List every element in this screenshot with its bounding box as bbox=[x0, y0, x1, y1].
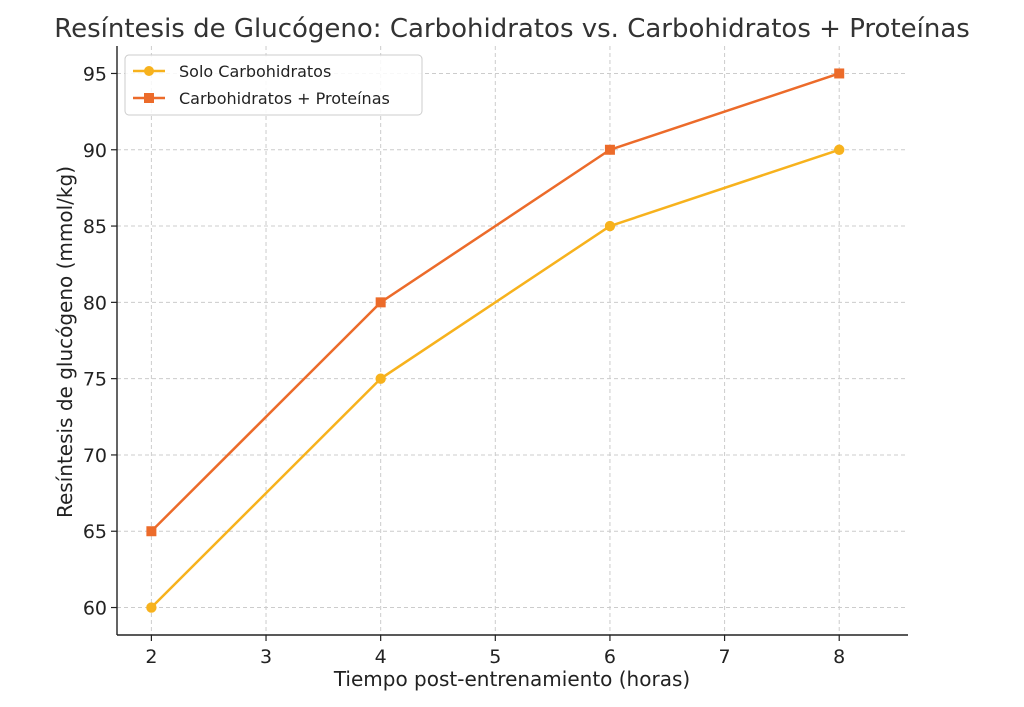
series-line-2 bbox=[150, 72, 840, 533]
x-tick-label: 7 bbox=[719, 646, 731, 668]
legend-label-1: Solo Carbohidratos bbox=[179, 62, 331, 81]
axes: 2 3 4 5 6 7 8 60 65 70 75 80 85 90 95 bbox=[83, 46, 908, 668]
y-tick-label: 90 bbox=[83, 140, 107, 162]
data-point-circle bbox=[604, 220, 616, 232]
y-tick-label: 65 bbox=[83, 521, 107, 543]
data-point-square bbox=[604, 144, 615, 155]
x-tick-label: 5 bbox=[489, 646, 501, 668]
y-tick-label: 95 bbox=[83, 63, 107, 85]
legend-marker-circle bbox=[144, 66, 154, 76]
data-point-square bbox=[146, 526, 157, 537]
x-axis-label: Tiempo post-entrenamiento (horas) bbox=[333, 667, 690, 691]
data-point-square bbox=[834, 68, 845, 79]
series-layer bbox=[146, 68, 845, 613]
data-point-circle bbox=[375, 373, 386, 384]
legend: Solo Carbohidratos Carbohidratos + Proteí… bbox=[124, 54, 423, 116]
grid bbox=[117, 46, 908, 635]
data-point-circle bbox=[146, 602, 157, 613]
data-point-circle bbox=[834, 144, 845, 155]
y-tick-label: 70 bbox=[83, 445, 107, 467]
data-point-square bbox=[375, 297, 386, 308]
y-axis-label: Resíntesis de glucógeno (mmol/kg) bbox=[53, 166, 77, 518]
x-tick-label: 3 bbox=[260, 646, 272, 668]
chart-title: Resíntesis de Glucógeno: Carbohidratos v… bbox=[54, 14, 970, 44]
legend-marker-square bbox=[144, 93, 154, 103]
x-tick-label: 4 bbox=[375, 646, 387, 668]
y-tick-label: 75 bbox=[83, 369, 107, 391]
legend-label-2: Carbohidratos + Proteínas bbox=[179, 89, 390, 108]
x-tick-label: 2 bbox=[145, 646, 157, 668]
y-tick-label: 60 bbox=[83, 598, 107, 620]
legend-box bbox=[124, 54, 423, 116]
x-tick-label: 6 bbox=[604, 646, 616, 668]
y-tick-label: 80 bbox=[83, 292, 107, 314]
series-line-1 bbox=[150, 148, 840, 609]
y-tick-label: 85 bbox=[83, 216, 107, 238]
x-tick-label: 8 bbox=[833, 646, 845, 668]
